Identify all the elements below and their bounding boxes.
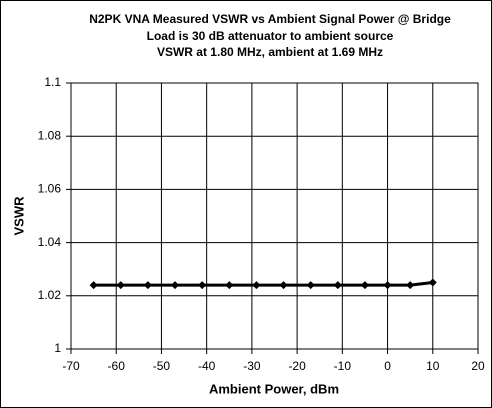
y-axis-label: VSWR	[11, 196, 26, 236]
x-tick-label: -50	[153, 359, 171, 373]
chart-title: N2PK VNA Measured VSWR vs Ambient Signal…	[89, 12, 451, 26]
data-point	[360, 281, 369, 290]
data-point	[171, 281, 180, 290]
chart-subtitle: VSWR at 1.80 MHz, ambient at 1.69 MHz	[157, 45, 383, 59]
data-point	[333, 281, 342, 290]
data-point	[383, 281, 392, 290]
x-axis-label: Ambient Power, dBm	[209, 381, 339, 396]
y-tick-label: 1.04	[38, 235, 62, 249]
y-tick-label: 1.08	[38, 128, 62, 142]
x-tick-label: 10	[426, 359, 440, 373]
data-point	[252, 281, 261, 290]
chart-subtitle: Load is 30 dB attenuator to ambient sour…	[147, 29, 394, 43]
x-tick-label: -70	[62, 359, 80, 373]
y-tick-label: 1	[54, 341, 61, 355]
plot-area	[70, 82, 479, 350]
y-tick-label: 1.02	[38, 288, 62, 302]
x-tick-label: -40	[198, 359, 216, 373]
x-tick-label: -20	[288, 359, 306, 373]
data-point	[116, 281, 125, 290]
data-point	[428, 278, 437, 287]
data-point	[406, 281, 415, 290]
y-tick-label: 1.06	[38, 182, 62, 196]
data-point	[279, 281, 288, 290]
x-tick-label: -60	[108, 359, 126, 373]
data-point	[198, 281, 207, 290]
data-point	[89, 281, 98, 290]
data-point	[143, 281, 152, 290]
x-tick-label: 20	[471, 359, 485, 373]
data-point	[306, 281, 315, 290]
data-point	[225, 281, 234, 290]
x-tick-label: -10	[334, 359, 352, 373]
x-tick-label: 0	[384, 359, 391, 373]
x-tick-label: -30	[243, 359, 261, 373]
y-tick-label: 1.1	[44, 75, 61, 89]
